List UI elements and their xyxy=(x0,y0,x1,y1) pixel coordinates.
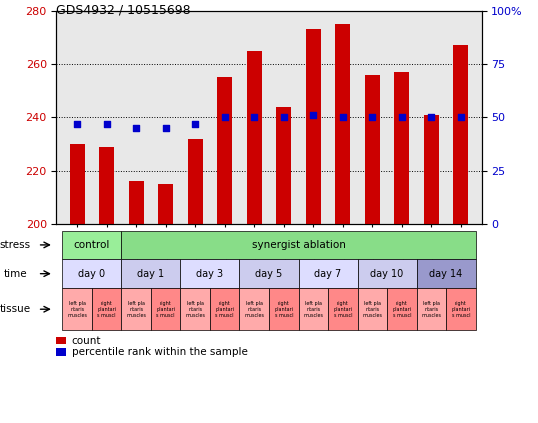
Bar xyxy=(306,29,321,224)
Text: left pla
ntaris
muscles: left pla ntaris muscles xyxy=(67,301,87,318)
Text: day 14: day 14 xyxy=(429,269,463,279)
Bar xyxy=(100,147,114,224)
Point xyxy=(338,114,347,121)
Text: percentile rank within the sample: percentile rank within the sample xyxy=(72,347,247,357)
Point xyxy=(132,125,140,132)
Bar xyxy=(247,51,261,224)
Text: count: count xyxy=(72,335,101,346)
Text: GDS4932 / 10515698: GDS4932 / 10515698 xyxy=(56,3,191,16)
Text: synergist ablation: synergist ablation xyxy=(252,240,345,250)
Text: day 10: day 10 xyxy=(371,269,404,279)
Bar xyxy=(394,72,409,224)
Point xyxy=(398,114,406,121)
Text: left pla
ntaris
muscles: left pla ntaris muscles xyxy=(244,301,264,318)
Text: stress: stress xyxy=(0,240,31,250)
Text: right
plantari
s muscl: right plantari s muscl xyxy=(451,301,470,318)
Text: left pla
ntaris
muscles: left pla ntaris muscles xyxy=(421,301,441,318)
Text: day 0: day 0 xyxy=(79,269,105,279)
Point xyxy=(250,114,259,121)
Text: day 3: day 3 xyxy=(196,269,223,279)
Bar xyxy=(335,24,350,224)
Text: right
plantari
s muscl: right plantari s muscl xyxy=(156,301,175,318)
Bar xyxy=(129,181,144,224)
Bar xyxy=(188,139,203,224)
Point xyxy=(427,114,436,121)
Text: control: control xyxy=(74,240,110,250)
Text: tissue: tissue xyxy=(0,304,31,314)
Text: right
plantari
s muscl: right plantari s muscl xyxy=(333,301,352,318)
Text: right
plantari
s muscl: right plantari s muscl xyxy=(274,301,293,318)
Point xyxy=(191,121,200,127)
Bar xyxy=(70,144,84,224)
Text: left pla
ntaris
muscles: left pla ntaris muscles xyxy=(362,301,383,318)
Bar xyxy=(365,75,380,224)
Point xyxy=(279,114,288,121)
Point xyxy=(102,121,111,127)
Point xyxy=(221,114,229,121)
Text: right
plantari
s muscl: right plantari s muscl xyxy=(97,301,116,318)
Bar xyxy=(217,77,232,224)
Text: left pla
ntaris
muscles: left pla ntaris muscles xyxy=(303,301,323,318)
Point xyxy=(309,112,317,118)
Point xyxy=(73,121,81,127)
Bar xyxy=(277,107,291,224)
Text: day 5: day 5 xyxy=(256,269,282,279)
Text: right
plantari
s muscl: right plantari s muscl xyxy=(215,301,234,318)
Text: day 7: day 7 xyxy=(314,269,342,279)
Text: right
plantari
s muscl: right plantari s muscl xyxy=(392,301,412,318)
Bar xyxy=(424,115,438,224)
Bar xyxy=(454,45,468,224)
Text: time: time xyxy=(4,269,27,279)
Text: day 1: day 1 xyxy=(137,269,165,279)
Point xyxy=(161,125,170,132)
Point xyxy=(457,114,465,121)
Text: left pla
ntaris
muscles: left pla ntaris muscles xyxy=(185,301,205,318)
Bar xyxy=(158,184,173,224)
Text: left pla
ntaris
muscles: left pla ntaris muscles xyxy=(126,301,146,318)
Point xyxy=(368,114,377,121)
